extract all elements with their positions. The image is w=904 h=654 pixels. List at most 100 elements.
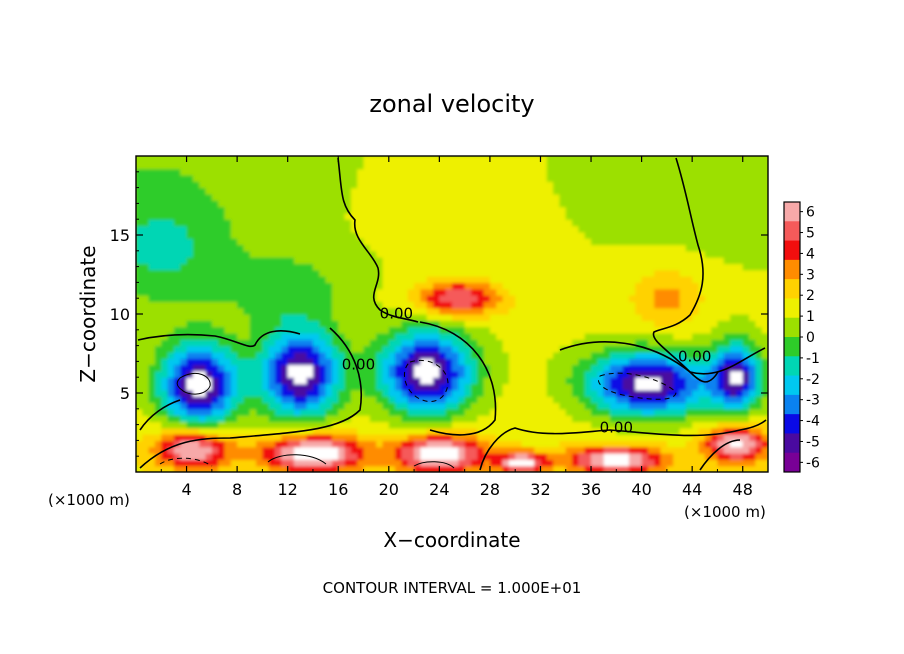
heat-cell — [654, 465, 662, 472]
heat-cell — [230, 408, 238, 416]
heat-cell — [622, 231, 630, 239]
heat-cell — [325, 377, 333, 385]
heat-cell — [312, 269, 320, 277]
heat-cell — [401, 408, 409, 416]
heat-cell — [294, 459, 301, 467]
heat-cell — [559, 174, 567, 182]
heat-cell — [477, 295, 485, 302]
heat-cell — [761, 219, 768, 227]
heat-cell — [736, 396, 744, 404]
heat-cell — [527, 446, 535, 454]
heat-cell — [161, 427, 169, 435]
heat-cell — [136, 351, 143, 359]
heat-cell — [679, 446, 687, 454]
heat-cell — [306, 156, 314, 163]
heat-cell — [388, 168, 396, 176]
heat-cell — [755, 269, 763, 277]
heat-cell — [363, 389, 371, 397]
heat-cell — [660, 383, 668, 391]
heat-cell — [344, 288, 352, 296]
heat-cell — [622, 193, 630, 201]
heat-cell — [489, 320, 497, 328]
heat-cell — [578, 332, 586, 340]
heat-cell — [704, 339, 712, 347]
heat-cell — [654, 314, 662, 321]
heat-cell — [749, 453, 756, 460]
heat-cell — [723, 465, 731, 472]
heat-cell — [306, 377, 314, 385]
heat-cell — [218, 358, 226, 366]
heat-cell — [439, 427, 447, 435]
heat-cell — [426, 200, 434, 208]
heat-cell — [704, 421, 712, 429]
heat-cell — [237, 187, 245, 195]
heat-cell — [205, 200, 213, 208]
heat-cell — [338, 288, 346, 296]
heat-cell — [407, 156, 415, 163]
heat-cell — [369, 453, 377, 460]
heat-cell — [761, 269, 768, 277]
heat-cell — [369, 200, 377, 208]
heat-cell — [692, 415, 700, 423]
heat-cell — [445, 263, 453, 271]
heat-cell — [230, 156, 238, 163]
heat-cell — [243, 244, 251, 252]
heat-cell — [736, 276, 744, 283]
heat-cell — [704, 332, 712, 340]
heat-cell — [489, 156, 497, 163]
heat-cell — [161, 364, 169, 372]
heat-cell — [306, 364, 314, 372]
heat-cell — [363, 396, 371, 404]
heat-cell — [483, 269, 491, 277]
heat-cell — [704, 446, 712, 454]
heat-cell — [628, 345, 636, 353]
heat-cell — [325, 156, 333, 163]
heat-cell — [730, 263, 737, 271]
heat-cell — [357, 345, 365, 353]
heat-cell — [211, 263, 219, 271]
heat-cell — [673, 339, 681, 347]
heat-cell — [489, 314, 497, 321]
heat-cell — [338, 193, 346, 201]
heat-cell — [534, 383, 542, 391]
heat-cell — [464, 212, 472, 220]
heat-cell — [565, 377, 573, 385]
heat-cell — [464, 174, 472, 182]
heat-cell — [287, 446, 295, 454]
heat-cell — [256, 427, 263, 435]
heat-cell — [275, 193, 282, 201]
heat-cell — [407, 446, 415, 454]
heat-cell — [660, 193, 668, 201]
heat-cell — [433, 174, 440, 182]
heat-cell — [433, 225, 440, 233]
heat-cell — [559, 168, 567, 176]
heat-cell — [534, 446, 542, 454]
heat-cell — [275, 174, 282, 182]
heat-cell — [483, 231, 491, 239]
heat-cell — [249, 446, 257, 454]
heat-cell — [344, 257, 352, 265]
heat-cell — [243, 282, 251, 290]
heat-cell — [553, 314, 561, 321]
heat-cell — [553, 326, 561, 334]
heat-cell — [483, 212, 491, 220]
heat-cell — [635, 408, 643, 416]
heat-cell — [483, 453, 491, 460]
heat-cell — [761, 225, 768, 233]
heat-cell — [262, 231, 270, 239]
heat-cell — [458, 269, 466, 277]
heat-cell — [502, 434, 510, 441]
heat-cell — [565, 320, 573, 328]
heat-cell — [445, 351, 453, 359]
heat-cell — [711, 162, 719, 170]
heat-cell — [559, 370, 567, 378]
heat-cell — [616, 193, 624, 201]
heat-cell — [300, 383, 308, 391]
heat-cell — [180, 421, 188, 429]
heat-cell — [692, 168, 700, 176]
heat-cell — [711, 263, 719, 271]
heat-cell — [312, 427, 320, 435]
heat-cell — [211, 389, 219, 397]
heat-cell — [445, 434, 453, 441]
heat-cell — [711, 282, 719, 290]
